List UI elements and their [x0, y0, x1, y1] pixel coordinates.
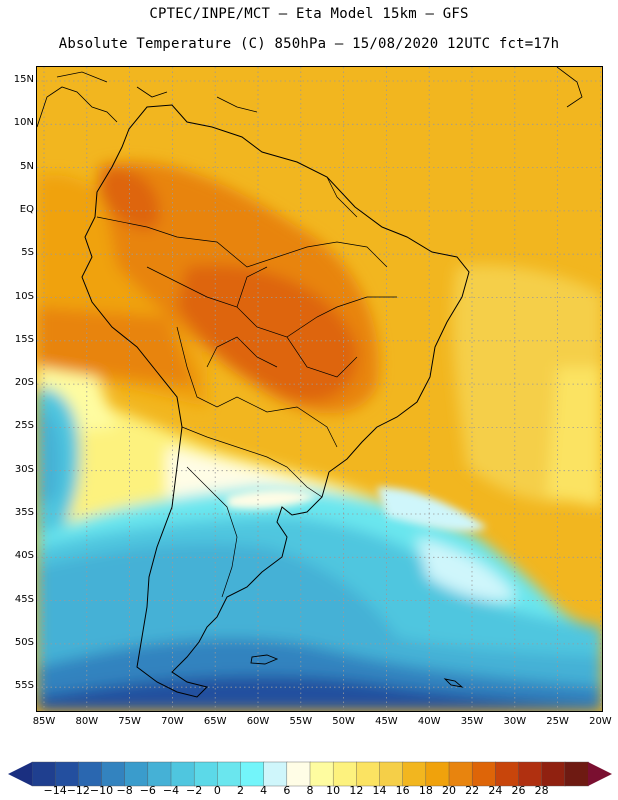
- colorbar-label: 20: [442, 784, 456, 797]
- field-pacific-colder: [37, 407, 61, 507]
- colorbar-swatch: [564, 761, 589, 787]
- colorbar-swatch: [379, 761, 404, 787]
- colorbar-label: 10: [326, 784, 341, 797]
- lat-label-55s: 55S: [14, 680, 34, 692]
- colorbar-label: −2: [186, 784, 203, 797]
- field-deep-orange-west: [37, 307, 197, 387]
- colorbar: [8, 761, 612, 787]
- colorbar-label: −12: [66, 784, 90, 797]
- colorbar-swatch: [309, 761, 334, 787]
- colorbar-swatch: [471, 761, 497, 787]
- field-cyan-streak: [377, 487, 487, 532]
- map-svg: [37, 67, 602, 711]
- lat-label-40s: 40S: [14, 550, 34, 562]
- lat-label-45s: 45S: [14, 593, 34, 605]
- colorbar-label: 16: [395, 784, 410, 797]
- colorbar-label: 2: [237, 784, 244, 797]
- colorbar-label: 18: [418, 784, 433, 797]
- colorbar-swatch: [425, 761, 450, 787]
- colorbar-swatch: [193, 761, 219, 787]
- lat-label-20s: 20S: [14, 377, 34, 389]
- colorbar-swatch: [217, 761, 242, 787]
- lon-label-20w: 20W: [589, 716, 612, 727]
- field-cream-streak: [227, 489, 317, 509]
- lat-label-15n: 15N: [13, 74, 34, 85]
- lat-label-5s: 5S: [21, 247, 34, 259]
- south-georgia: [443, 678, 464, 688]
- lon-label-45w: 45W: [375, 716, 398, 727]
- lat-label-5n: 5N: [20, 160, 34, 172]
- colorbar-swatch: [286, 761, 311, 787]
- lat-label-30s: 30S: [14, 463, 34, 475]
- title-line-1: CPTEC/INPE/MCT – Eta Model 15km – GFS: [149, 6, 469, 22]
- colorbar-swatch: [101, 761, 126, 787]
- field-hot-core: [177, 265, 358, 402]
- graticule: [37, 67, 602, 711]
- temperature-map: [36, 66, 603, 712]
- colorbar-swatch: [54, 761, 80, 787]
- lon-label-65w: 65W: [203, 716, 227, 727]
- lon-label-55w: 55W: [289, 716, 313, 727]
- lon-label-85w: 85W: [32, 716, 56, 727]
- title-line-2: Absolute Temperature (C) 850hPa – 15/08/…: [58, 36, 560, 52]
- colorbar-swatch: [518, 761, 543, 787]
- lon-label-75w: 75W: [118, 716, 141, 727]
- lon-label-35w: 35W: [460, 716, 484, 727]
- colorbar-label: 22: [465, 784, 480, 797]
- colorbar-swatch: [495, 761, 520, 787]
- colorbar-label: 28: [534, 784, 549, 797]
- colorbar-label: 12: [349, 784, 364, 797]
- south-america-outline: [81, 104, 470, 698]
- colorbar-swatch: [78, 761, 103, 787]
- colorbar-swatch: [147, 761, 172, 787]
- colorbar-label: −14: [43, 784, 67, 797]
- lat-label-10n: 10N: [13, 117, 34, 129]
- colorbar-swatch: [124, 761, 149, 787]
- colorbar-label: 4: [260, 784, 268, 797]
- lon-label-50w: 50W: [332, 716, 355, 727]
- colorbar-arrow-high: [588, 762, 612, 786]
- colorbar-swatch: [170, 761, 195, 787]
- falkland-islands: [250, 654, 279, 665]
- lon-label-25w: 25W: [546, 716, 569, 727]
- colorbar-label: −10: [89, 784, 114, 797]
- colorbar-swatch: [541, 761, 566, 787]
- colorbar-label: 14: [372, 784, 387, 797]
- lon-label-30w: 30W: [503, 716, 527, 727]
- colorbar-label: 8: [306, 784, 314, 797]
- colorbar-label: −8: [116, 784, 133, 797]
- colorbar-label: 0: [213, 784, 221, 797]
- lon-label-40w: 40W: [417, 716, 441, 727]
- lon-label-80w: 80W: [75, 716, 99, 727]
- field-hot-north: [97, 167, 160, 230]
- lat-label-50s: 50S: [14, 636, 34, 648]
- lon-label-60w: 60W: [246, 716, 270, 727]
- field-cyan-light: [417, 537, 517, 601]
- field-light-yellow-east: [547, 367, 602, 507]
- colorbar-swatches: [31, 761, 589, 787]
- colorbar-swatch: [332, 761, 358, 787]
- caribbean-coast: [37, 67, 583, 128]
- colorbar-swatch: [240, 761, 265, 787]
- lat-label-eq: EQ: [19, 203, 34, 215]
- colorbar-swatch: [356, 761, 381, 787]
- colorbar-swatch: [263, 761, 288, 787]
- colorbar-swatch: [448, 761, 473, 787]
- colorbar-swatch: [31, 761, 56, 787]
- field-coldest: [37, 676, 602, 711]
- lat-label-10s: 10S: [14, 290, 34, 302]
- colorbar-label: −4: [162, 784, 180, 797]
- colorbar-label: 6: [283, 784, 291, 797]
- colorbar-arrow-low: [8, 762, 32, 786]
- lat-label-35s: 35S: [14, 507, 34, 518]
- colorbar-label: 26: [511, 784, 526, 797]
- colorbar-label: 24: [488, 784, 503, 797]
- lat-label-25s: 25S: [14, 420, 34, 432]
- lon-label-70w: 70W: [161, 716, 184, 727]
- lat-label-15s: 15S: [14, 333, 34, 345]
- country-borders: [96, 176, 397, 598]
- colorbar-swatch: [402, 761, 427, 787]
- colorbar-label: −6: [139, 784, 156, 797]
